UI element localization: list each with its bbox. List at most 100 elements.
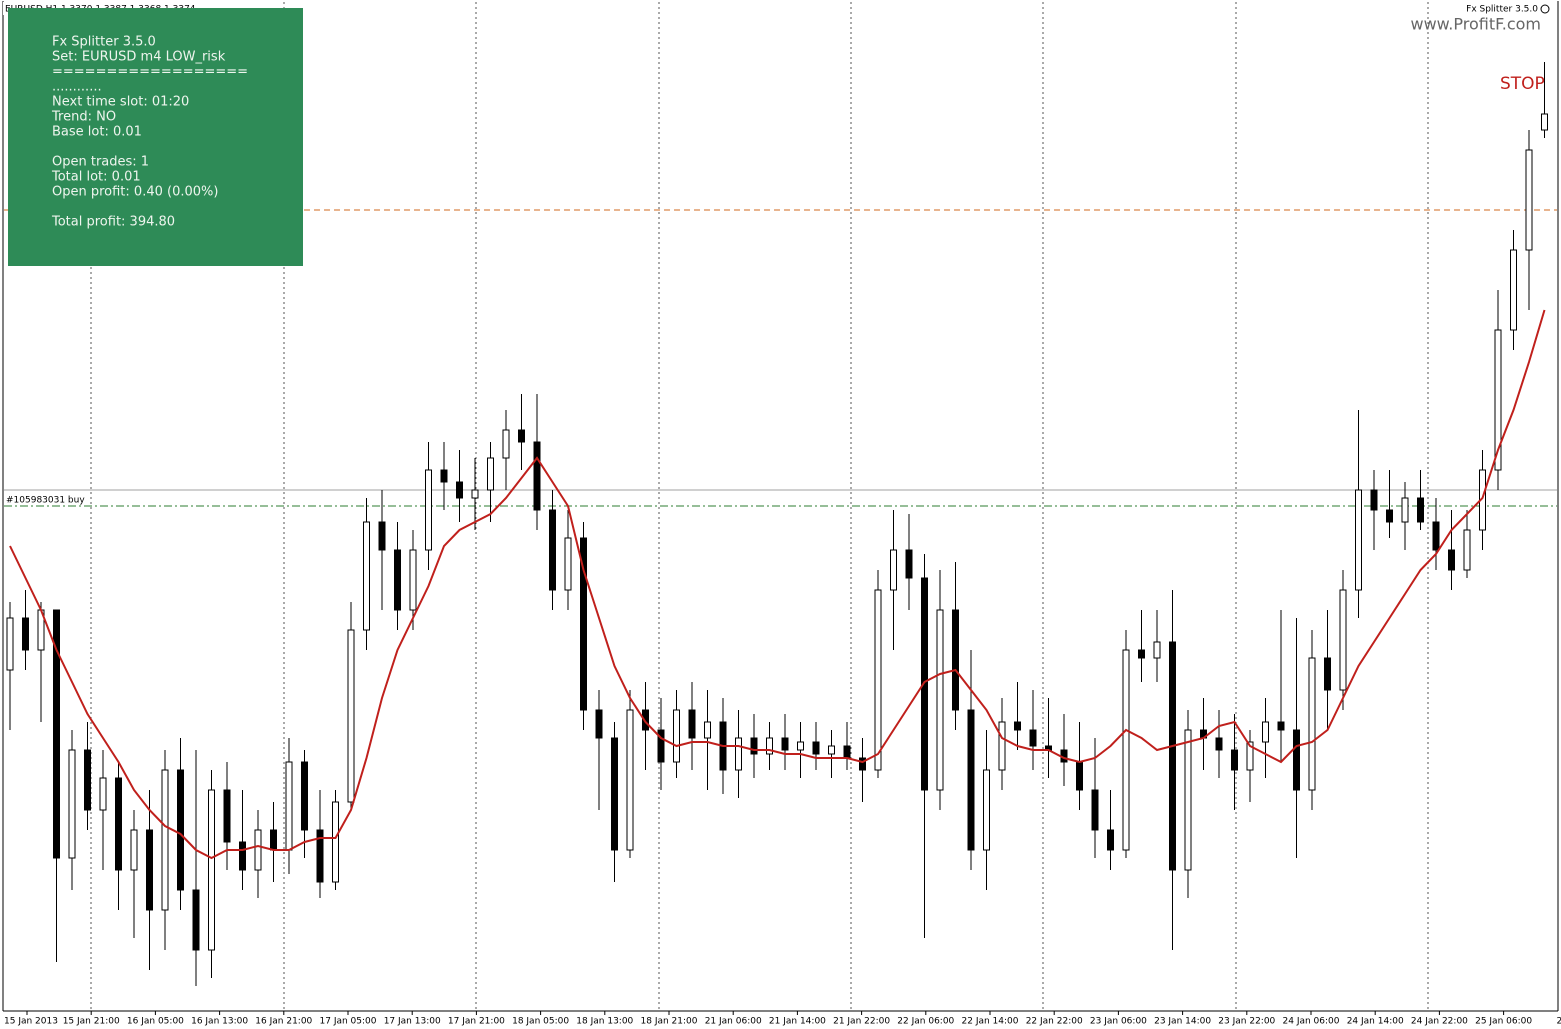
- x-tick-label: 23 Jan 22:00: [1218, 1017, 1275, 1027]
- candle-body: [1138, 649, 1145, 659]
- candle-body: [766, 737, 773, 755]
- candle-body: [425, 469, 432, 551]
- x-axis-labels: 15 Jan 2013 15 Jan 21:00 16 Jan 05:00 16 Ja…: [4, 1011, 1561, 1027]
- candle-body: [239, 841, 246, 871]
- candle-body: [130, 829, 138, 871]
- candle-body: [115, 777, 122, 871]
- x-tick-label: 15 Jan 21:00: [63, 1017, 120, 1027]
- x-tick-label: 21 Jan 14:00: [769, 1017, 826, 1027]
- candle-body: [1153, 641, 1161, 659]
- candle-body: [874, 589, 882, 771]
- candle-body: [1339, 589, 1347, 691]
- candle-body: [208, 789, 215, 951]
- candle-body: [1076, 761, 1083, 791]
- x-tick-label: 24 Jan 22:00: [1411, 1017, 1468, 1027]
- candle-body: [1122, 649, 1130, 851]
- panel-line: Base lot: 0.01: [52, 125, 142, 140]
- candle-body: [347, 629, 355, 803]
- candle-body: [285, 761, 293, 851]
- candle-body: [1448, 549, 1455, 571]
- candle-body: [921, 577, 928, 791]
- candle-body: [363, 521, 370, 631]
- x-tick-label: 22 Jan 06:00: [897, 1017, 954, 1027]
- moving-average-line: [9, 309, 1546, 860]
- x-tick-label: 18 Jan 21:00: [641, 1017, 698, 1027]
- period-separators: [90, 2, 1429, 1010]
- x-tick-label: 16 Jan 13:00: [191, 1017, 248, 1027]
- level-label: #105983031 buy: [6, 496, 85, 506]
- candle-body: [580, 537, 587, 711]
- candle-body: [1355, 489, 1362, 591]
- candle-body: [378, 521, 386, 551]
- candle-body: [254, 829, 262, 871]
- candle-body: [177, 769, 184, 891]
- candle-body: [657, 729, 665, 763]
- candle-body: [99, 777, 107, 811]
- candle-body: [1014, 721, 1021, 731]
- candle-body: [936, 609, 944, 791]
- expert-name: Fx Splitter 3.5.0: [1466, 5, 1538, 15]
- candle-body: [704, 721, 711, 739]
- candle-body: [1169, 641, 1176, 871]
- candle-body: [518, 429, 525, 443]
- panel-line: Total profit: 394.80: [51, 215, 175, 230]
- candle-body: [1370, 489, 1378, 511]
- info-panel: [8, 8, 303, 266]
- candle-body: [890, 549, 897, 591]
- candle-body: [688, 709, 696, 739]
- candle-body: [161, 769, 169, 911]
- candle-body: [192, 889, 200, 951]
- candle-body: [859, 757, 866, 771]
- stop-label: STOP: [1500, 74, 1545, 94]
- candle-body: [1401, 497, 1409, 523]
- x-tick-label: 18 Jan 05:00: [512, 1017, 569, 1027]
- candle-body: [626, 709, 634, 851]
- x-tick-label: 16 Jan 05:00: [127, 1017, 184, 1027]
- candle-body: [1184, 729, 1192, 871]
- candle-body: [1262, 721, 1269, 743]
- candle-body: [1293, 729, 1300, 791]
- candle-body: [1215, 737, 1223, 751]
- candle-body: [394, 549, 401, 611]
- candle-body: [1091, 789, 1099, 831]
- expert-icon: [1540, 4, 1550, 14]
- candle-body: [952, 609, 959, 711]
- candle-body: [1525, 149, 1533, 251]
- candle-body: [1432, 521, 1440, 551]
- candle-body: [53, 609, 60, 859]
- candle-body: [642, 709, 649, 731]
- candle-body: [6, 617, 14, 671]
- candle-body: [1231, 749, 1238, 771]
- candle-body: [1324, 657, 1331, 691]
- x-tick-label: 15 Jan 2013: [4, 1017, 58, 1027]
- candle-body: [998, 721, 1006, 771]
- candle-body: [843, 745, 851, 759]
- candle-body: [409, 549, 417, 611]
- candle-body: [22, 617, 29, 651]
- x-tick-label: 24 Jan 06:00: [1283, 1017, 1340, 1027]
- candle-body: [1541, 113, 1548, 131]
- candle-body: [673, 709, 680, 763]
- candle-body: [1277, 721, 1285, 731]
- candle-body: [502, 429, 510, 459]
- panel-line: Set: EURUSD m4 LOW_risk: [52, 50, 226, 65]
- candle-body: [1107, 829, 1114, 851]
- x-tick-label: 23 Jan 06:00: [1090, 1017, 1147, 1027]
- candle-body: [1417, 497, 1424, 523]
- candle-body: [549, 509, 556, 591]
- candle-body: [1510, 249, 1517, 331]
- panel-line: Open trades: 1: [52, 155, 149, 170]
- candle-body: [905, 549, 913, 579]
- candle-body: [812, 741, 820, 755]
- candle-body: [750, 737, 758, 755]
- candle-body: [1386, 509, 1393, 523]
- candle-body: [1308, 657, 1316, 791]
- watermark: www.ProfitF.com: [1411, 15, 1542, 34]
- candle-body: [983, 769, 990, 851]
- candle-body: [471, 489, 479, 499]
- candle-body: [828, 745, 835, 755]
- candle-body: [1463, 529, 1471, 571]
- x-tick-label: 18 Jan 13:00: [576, 1017, 633, 1027]
- candle-body: [967, 709, 975, 851]
- x-tick-label: 17 Jan 05:00: [320, 1017, 377, 1027]
